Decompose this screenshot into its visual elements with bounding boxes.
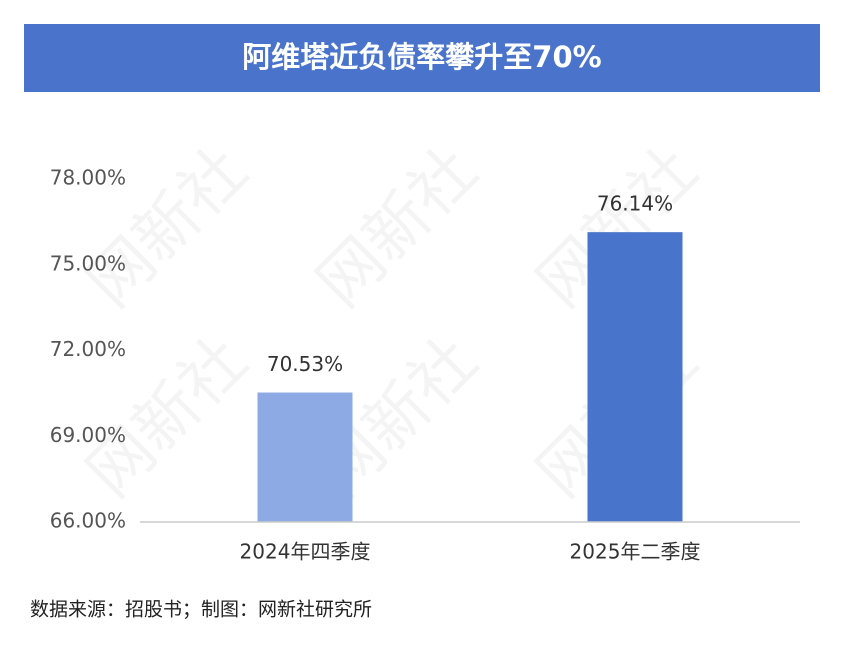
- y-tick-label: 72.00%: [50, 337, 126, 361]
- y-tick-label: 75.00%: [50, 251, 126, 275]
- y-tick-label: 66.00%: [50, 509, 126, 533]
- y-tick-label: 69.00%: [50, 423, 126, 447]
- y-tick-label: 78.00%: [50, 166, 126, 190]
- bar: [257, 392, 353, 522]
- title-banner: [24, 24, 820, 92]
- value-label: 76.14%: [597, 192, 673, 216]
- watermark: 网新社: [74, 134, 262, 322]
- source-note: 数据来源：招股书；制图：网新社研究所: [30, 599, 372, 621]
- bar: [587, 232, 683, 523]
- chart-title: 阿维塔近负债率攀升至70%: [242, 40, 601, 74]
- x-tick-label: 2024年四季度: [240, 540, 371, 564]
- x-tick-label: 2025年二季度: [570, 540, 701, 564]
- watermark: 网新社: [304, 134, 492, 322]
- value-label: 70.53%: [267, 352, 343, 376]
